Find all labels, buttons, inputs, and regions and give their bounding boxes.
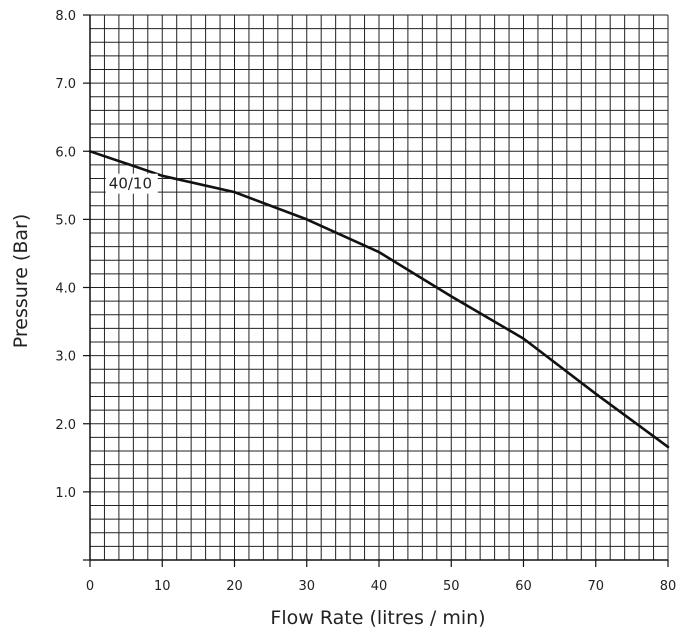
y-tick-label: 4.0 [55,282,76,297]
x-axis-ticks: 0 10 20 30 40 50 60 70 80 [86,560,676,594]
y-tick-label: 8.0 [55,9,76,24]
y-tick-label: 5.0 [55,213,76,228]
series-label: 40/10 [109,175,152,193]
y-tick-label: 7.0 [55,77,76,92]
y-axis-title: Pressure (Bar) [10,214,32,348]
y-tick-label: 3.0 [55,350,76,365]
x-tick-label: 50 [443,579,460,594]
x-tick-label: 0 [86,579,94,594]
y-tick-label: 6.0 [55,145,76,160]
series-line-40-10 [88,150,670,449]
y-tick-label: 2.0 [55,418,76,433]
y-axis-ticks: 1.0 2.0 3.0 4.0 5.0 6.0 7.0 8.0 [55,9,90,561]
x-tick-label: 70 [587,579,604,594]
x-tick-label: 80 [660,579,677,594]
series-layer: 40/10 [88,150,670,449]
x-tick-label: 40 [371,579,388,594]
minor-grid [89,14,669,561]
y-tick-label: 1.0 [55,486,76,501]
x-axis-title: Flow Rate (litres / min) [270,607,485,629]
x-tick-label: 30 [298,579,315,594]
x-tick-label: 10 [154,579,171,594]
x-tick-label: 20 [226,579,243,594]
series-label-background [105,173,158,194]
x-tick-label: 60 [515,579,532,594]
